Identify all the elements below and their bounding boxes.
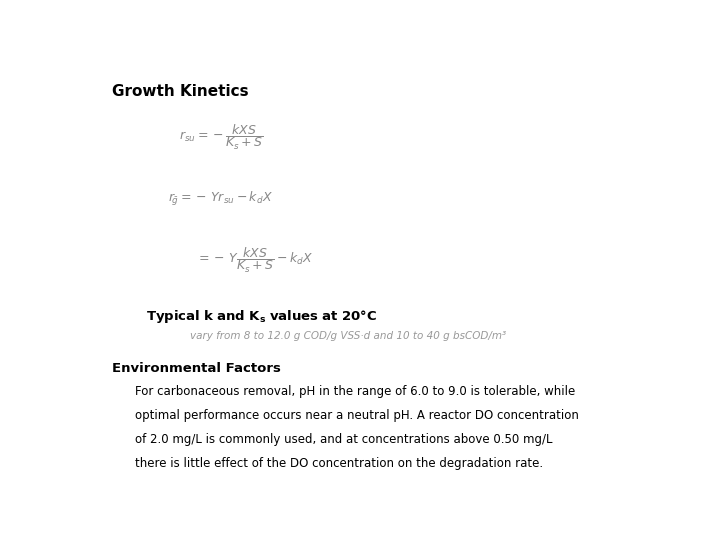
- Text: optimal performance occurs near a neutral pH. A reactor DO concentration: optimal performance occurs near a neutra…: [135, 409, 578, 422]
- Text: vary from 8 to 12.0 g COD/g VSS·d and 10 to 40 g bsCOD/m³: vary from 8 to 12.0 g COD/g VSS·d and 10…: [190, 331, 507, 341]
- Text: $\mathbf{Typical\ k\ and\ K_s\ values\ at\ 20\degree C}$: $\mathbf{Typical\ k\ and\ K_s\ values\ a…: [145, 308, 377, 325]
- Text: $= -\,Y\dfrac{kXS}{K_s + S} - k_d X$: $= -\,Y\dfrac{kXS}{K_s + S} - k_d X$: [196, 246, 314, 275]
- Text: $r_{\!\bar{g}} = -\,Y r_{su} - k_d X$: $r_{\!\bar{g}} = -\,Y r_{su} - k_d X$: [168, 190, 273, 207]
- Text: For carbonaceous removal, pH in the range of 6.0 to 9.0 is tolerable, while: For carbonaceous removal, pH in the rang…: [135, 385, 575, 398]
- Text: of 2.0 mg/L is commonly used, and at concentrations above 0.50 mg/L: of 2.0 mg/L is commonly used, and at con…: [135, 433, 552, 446]
- Text: there is little effect of the DO concentration on the degradation rate.: there is little effect of the DO concent…: [135, 457, 543, 470]
- Text: Growth Kinetics: Growth Kinetics: [112, 84, 249, 98]
- Text: Environmental Factors: Environmental Factors: [112, 362, 282, 375]
- Text: $r_{su} = -\dfrac{kXS}{K_s + S}$: $r_{su} = -\dfrac{kXS}{K_s + S}$: [179, 123, 264, 152]
